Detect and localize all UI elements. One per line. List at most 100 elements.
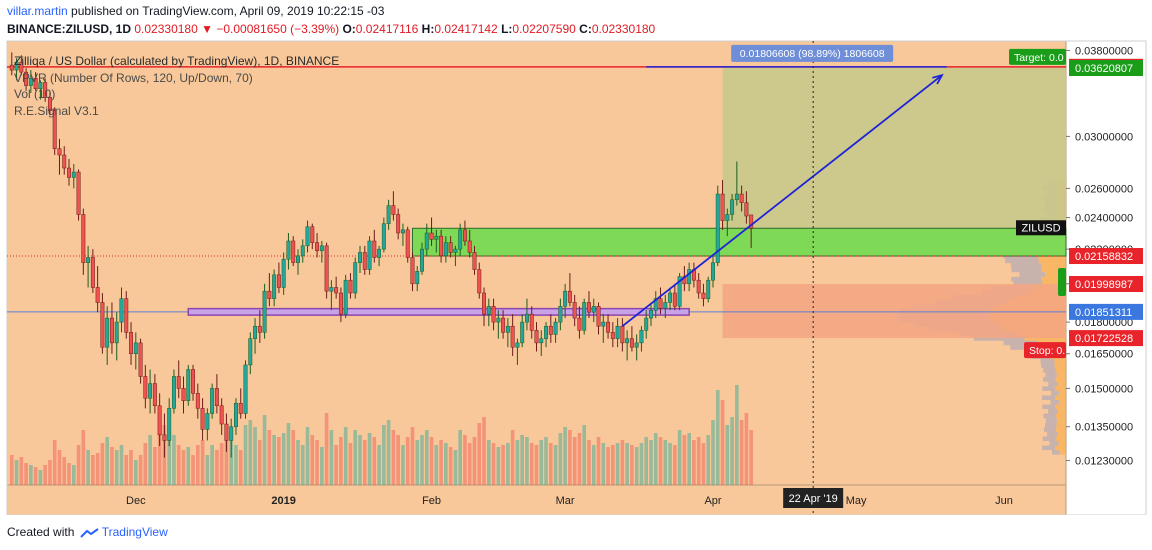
candle[interactable] (453, 245, 458, 267)
candle[interactable] (38, 80, 43, 100)
candle[interactable] (305, 220, 310, 253)
candle[interactable] (548, 314, 553, 343)
candle[interactable] (658, 287, 663, 315)
candle[interactable] (663, 294, 668, 319)
candle[interactable] (391, 191, 396, 221)
candle[interactable] (429, 217, 434, 246)
candle[interactable] (587, 291, 591, 319)
candle[interactable] (501, 310, 506, 339)
signal-legend[interactable]: R.E.Signal V3.1 (14, 104, 99, 118)
candle[interactable] (276, 262, 281, 294)
candle[interactable] (262, 283, 267, 339)
candle[interactable] (687, 262, 692, 292)
candle[interactable] (596, 302, 601, 335)
candle[interactable] (505, 318, 510, 348)
candle[interactable] (319, 240, 324, 263)
candle[interactable] (424, 223, 429, 256)
candle[interactable] (90, 249, 95, 294)
candle[interactable] (171, 369, 176, 414)
candle[interactable] (653, 291, 658, 319)
candle[interactable] (448, 236, 453, 258)
candle[interactable] (644, 310, 649, 339)
candle[interactable] (343, 274, 348, 319)
candle[interactable] (730, 194, 735, 221)
candle[interactable] (176, 360, 181, 399)
candle[interactable] (71, 164, 76, 189)
candle[interactable] (582, 298, 587, 335)
candle[interactable] (649, 302, 653, 327)
candle[interactable] (338, 287, 343, 323)
candle[interactable] (558, 298, 563, 331)
candle[interactable] (482, 287, 486, 327)
candle[interactable] (472, 245, 477, 275)
candle[interactable] (286, 232, 291, 270)
candle[interactable] (367, 236, 372, 275)
candle[interactable] (248, 332, 253, 375)
candle[interactable] (372, 229, 377, 263)
candle[interactable] (300, 239, 305, 263)
candle[interactable] (567, 273, 572, 307)
candle[interactable] (629, 326, 634, 352)
candle[interactable] (410, 252, 415, 292)
candle[interactable] (86, 245, 91, 288)
candle[interactable] (181, 376, 186, 414)
candle[interactable] (520, 314, 525, 348)
candle[interactable] (24, 68, 29, 91)
candle[interactable] (572, 294, 577, 327)
candle[interactable] (386, 199, 391, 230)
candle[interactable] (539, 330, 544, 356)
candle[interactable] (734, 161, 739, 206)
candle[interactable] (415, 266, 420, 292)
candle[interactable] (701, 283, 706, 307)
candle[interactable] (334, 276, 339, 299)
candle[interactable] (577, 306, 582, 339)
candle[interactable] (324, 242, 329, 299)
candle[interactable] (358, 245, 362, 274)
candle[interactable] (272, 269, 277, 307)
trend-arrow-line[interactable] (621, 74, 943, 327)
candle[interactable] (749, 214, 754, 248)
candle[interactable] (76, 169, 81, 221)
candle[interactable] (491, 298, 496, 331)
candle[interactable] (458, 223, 463, 256)
tradingview-brand[interactable]: TradingView (101, 525, 168, 539)
volume-legend[interactable]: Vol (10) (14, 87, 56, 101)
candle[interactable] (47, 90, 52, 116)
candle[interactable] (615, 318, 620, 348)
candle[interactable] (377, 245, 382, 267)
candle[interactable] (124, 291, 129, 339)
candle[interactable] (563, 283, 568, 319)
candle[interactable] (28, 70, 33, 94)
candle[interactable] (439, 229, 444, 263)
candle[interactable] (119, 287, 124, 333)
candle[interactable] (257, 310, 262, 343)
candle[interactable] (114, 312, 119, 361)
position-handle[interactable] (1058, 267, 1066, 296)
candle[interactable] (443, 236, 448, 263)
candle[interactable] (381, 217, 386, 253)
candle[interactable] (405, 226, 410, 263)
candle[interactable] (668, 287, 673, 311)
candle[interactable] (57, 138, 62, 175)
candle[interactable] (434, 229, 439, 253)
candle[interactable] (634, 334, 639, 361)
candle[interactable] (195, 383, 200, 419)
candle[interactable] (238, 388, 243, 419)
candle[interactable] (281, 252, 286, 295)
candle[interactable] (243, 360, 248, 419)
candle[interactable] (420, 242, 424, 275)
candle[interactable] (81, 208, 86, 275)
candle[interactable] (606, 314, 611, 339)
candle[interactable] (610, 322, 615, 348)
candle[interactable] (625, 330, 630, 361)
vpvr-legend[interactable]: VPVR (Number Of Rows, 120, Up/Down, 70) (14, 71, 253, 85)
candle[interactable] (296, 249, 300, 275)
candle[interactable] (148, 369, 153, 414)
candle[interactable] (105, 306, 110, 365)
candle[interactable] (19, 55, 24, 76)
candle[interactable] (234, 398, 238, 435)
candle[interactable] (109, 302, 114, 354)
candle[interactable] (205, 408, 210, 441)
candle[interactable] (267, 273, 272, 307)
candle[interactable] (524, 298, 529, 331)
